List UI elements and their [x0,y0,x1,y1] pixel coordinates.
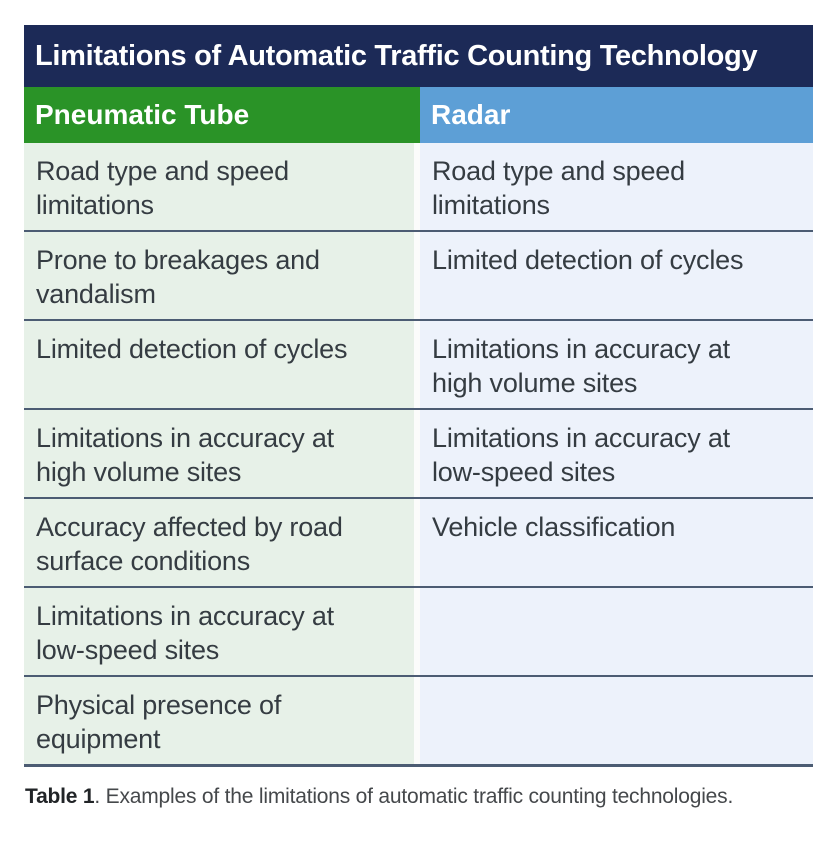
caption-label: Table 1 [25,785,95,808]
cell-pneumatic-tube: Prone to breakages and vandalism [24,232,414,319]
column-divider [414,410,420,497]
column-divider [414,232,420,319]
limitations-table: Limitations of Automatic Traffic Countin… [24,25,813,809]
table-row: Limited detection of cycles Limitations … [24,321,813,410]
column-divider [414,499,420,586]
cell-radar: Limitations in accuracy at high volume s… [420,321,813,408]
cell-pneumatic-tube: Accuracy affected by road surface condit… [24,499,414,586]
caption-text: . Examples of the limitations of automat… [94,785,734,808]
cell-text: Limitations in accuracy at low-speed sit… [432,423,730,487]
table-row: Prone to breakages and vandalism Limited… [24,232,813,321]
column-header-radar: Radar [420,87,813,143]
cell-text: Limitations in accuracy at low-speed sit… [36,601,334,665]
table-title-bar: Limitations of Automatic Traffic Countin… [24,25,813,87]
cell-radar: Road type and speed limitations [420,143,813,230]
cell-radar: Limitations in accuracy at low-speed sit… [420,410,813,497]
column-divider [414,677,420,764]
cell-text: Limitations in accuracy at high volume s… [36,423,334,487]
table-caption: Table 1. Examples of the limitations of … [25,785,813,809]
cell-text: Physical presence of equipment [36,690,282,754]
cell-radar: Limited detection of cycles [420,232,813,319]
cell-text: Vehicle classification [432,512,676,542]
table-title: Limitations of Automatic Traffic Countin… [35,39,758,72]
cell-text: Limitations in accuracy at high volume s… [432,334,730,398]
table-header-row: Pneumatic Tube Radar [24,87,813,143]
column-header-label: Radar [431,99,511,130]
cell-pneumatic-tube: Limitations in accuracy at low-speed sit… [24,588,414,675]
cell-text: Prone to breakages and vandalism [36,245,320,309]
table-row: Limitations in accuracy at low-speed sit… [24,588,813,677]
cell-pneumatic-tube: Physical presence of equipment [24,677,414,764]
column-divider [414,588,420,675]
cell-pneumatic-tube: Limitations in accuracy at high volume s… [24,410,414,497]
cell-pneumatic-tube: Road type and speed limitations [24,143,414,230]
table-row: Limitations in accuracy at high volume s… [24,410,813,499]
column-header-pneumatic-tube: Pneumatic Tube [24,87,420,143]
cell-radar [420,588,813,675]
cell-text: Road type and speed limitations [36,156,289,220]
table-row: Physical presence of equipment [24,677,813,767]
cell-radar: Vehicle classification [420,499,813,586]
column-header-label: Pneumatic Tube [35,99,250,130]
cell-pneumatic-tube: Limited detection of cycles [24,321,414,408]
cell-text: Accuracy affected by road surface condit… [36,512,343,576]
cell-text: Limited detection of cycles [36,334,348,364]
column-divider [414,143,420,230]
cell-text: Limited detection of cycles [432,245,744,275]
table-row: Road type and speed limitations Road typ… [24,143,813,232]
cell-radar [420,677,813,764]
column-divider [414,321,420,408]
cell-text: Road type and speed limitations [432,156,685,220]
table-row: Accuracy affected by road surface condit… [24,499,813,588]
